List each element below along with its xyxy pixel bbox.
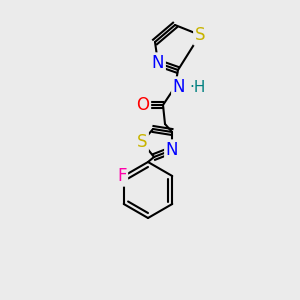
Text: N: N bbox=[152, 54, 164, 72]
Text: N: N bbox=[173, 78, 185, 96]
Text: O: O bbox=[136, 96, 149, 114]
Text: S: S bbox=[195, 26, 205, 44]
Text: N: N bbox=[166, 141, 178, 159]
Text: S: S bbox=[137, 133, 147, 151]
Text: F: F bbox=[117, 167, 127, 185]
Text: ·H: ·H bbox=[189, 80, 206, 94]
